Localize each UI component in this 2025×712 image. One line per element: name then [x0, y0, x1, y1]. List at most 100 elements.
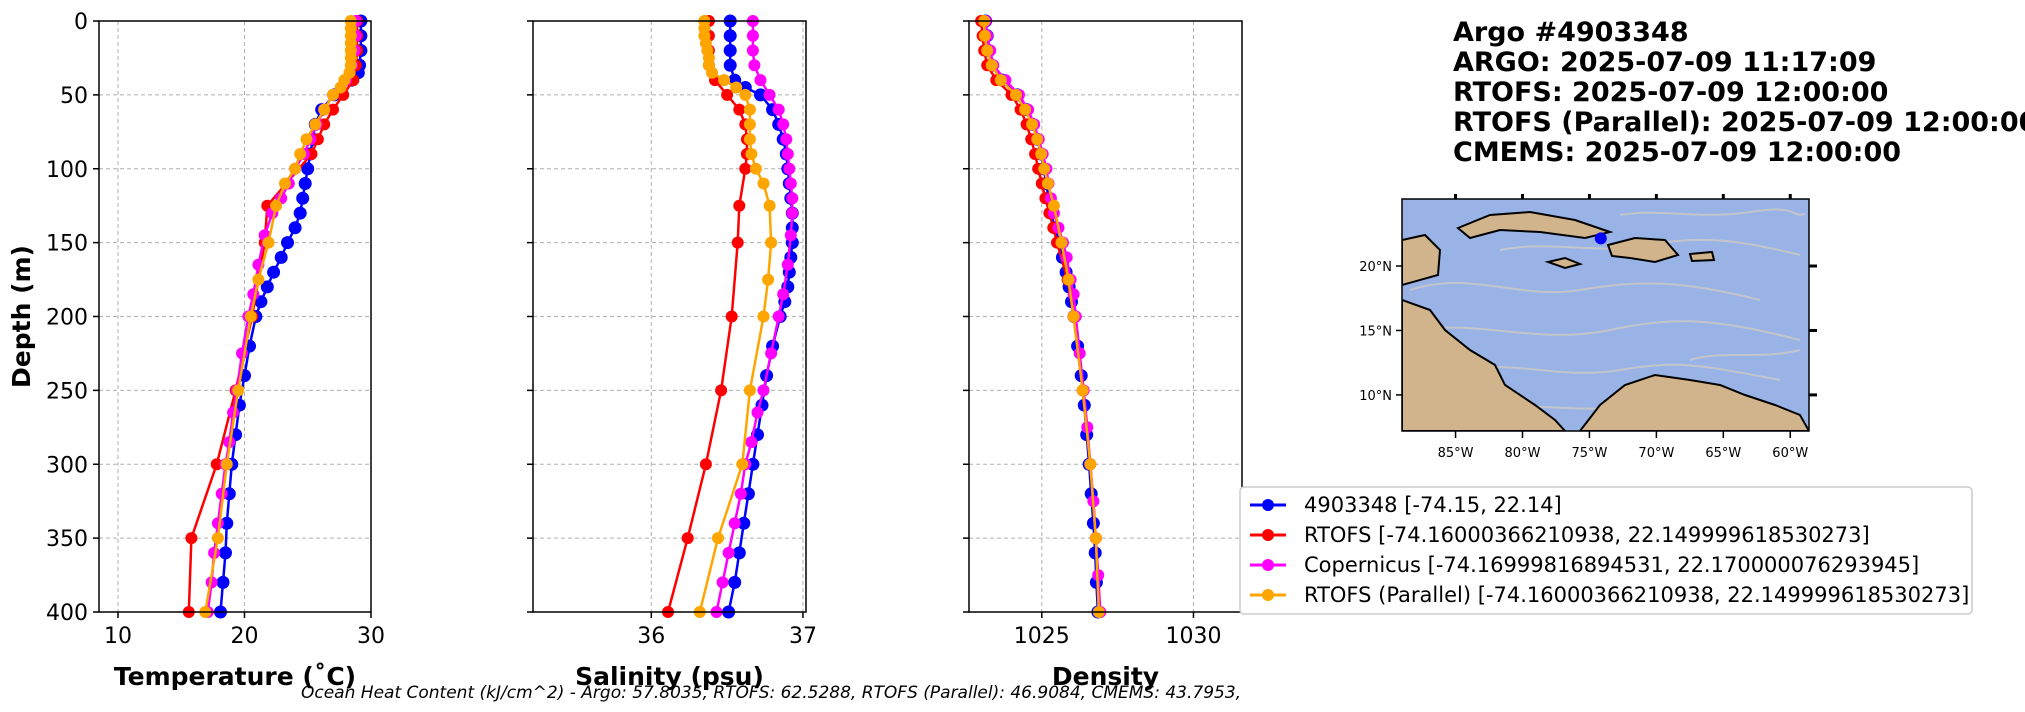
x-axis-label: Density — [1052, 662, 1159, 691]
map-lon-label: 70°W — [1638, 446, 1674, 461]
data-point-parallel — [985, 59, 998, 72]
legend-item-parallel: RTOFS (Parallel) [-74.16000366210938, 22… — [1250, 583, 1969, 607]
data-point-parallel — [1067, 310, 1080, 323]
data-point-parallel — [300, 133, 313, 146]
data-point-parallel — [270, 199, 283, 212]
data-point-parallel — [1035, 148, 1048, 160]
data-point-copernicus — [754, 74, 767, 87]
y-tick-label: 100 — [46, 158, 88, 183]
map-lat-label: 10°N — [1359, 389, 1392, 404]
data-point-parallel — [1031, 133, 1044, 146]
data-point-parallel — [757, 310, 770, 323]
data-point-argo — [754, 88, 767, 102]
data-point-parallel — [706, 66, 718, 79]
data-point-rtofs — [715, 384, 728, 397]
data-point-copernicus — [781, 258, 794, 271]
data-point-copernicus — [211, 517, 224, 530]
data-point-argo — [728, 575, 742, 589]
data-point-rtofs — [733, 103, 746, 116]
data-point-copernicus — [746, 29, 759, 42]
map-lat-label: 15°N — [1359, 324, 1392, 339]
data-point-parallel — [1084, 458, 1097, 471]
data-point-parallel — [994, 74, 1007, 87]
data-point-copernicus — [728, 517, 741, 530]
data-point-parallel — [1055, 236, 1068, 249]
data-point-parallel — [765, 236, 778, 249]
data-point-argo — [737, 516, 751, 530]
data-point-parallel — [252, 273, 265, 286]
data-point-copernicus — [716, 576, 729, 589]
y-tick-label: 350 — [46, 527, 88, 552]
data-point-parallel — [232, 384, 245, 397]
title-block: Argo #4903348 ARGO: 2025-07-09 11:17:09 … — [1453, 17, 2025, 168]
data-point-parallel — [309, 118, 322, 131]
data-point-parallel — [211, 532, 224, 545]
data-point-rtofs — [731, 236, 744, 249]
data-point-parallel — [1019, 103, 1032, 116]
data-point-argo — [723, 44, 737, 57]
data-point-copernicus — [745, 436, 758, 449]
data-point-argo — [260, 280, 274, 294]
map-lat-label: 20°N — [1359, 260, 1392, 275]
data-point-parallel — [279, 177, 291, 190]
float-location-marker — [1594, 232, 1607, 245]
data-point-copernicus — [746, 44, 759, 57]
data-point-parallel — [1010, 88, 1022, 101]
map-lon-label: 85°W — [1438, 446, 1474, 461]
y-tick-label: 150 — [46, 232, 88, 257]
data-point-parallel — [749, 162, 762, 175]
data-point-argo — [732, 546, 746, 560]
legend-item-argo: 4903348 [-74.15, 22.14] — [1250, 493, 1562, 517]
axes-frame — [98, 20, 372, 613]
data-point-parallel — [745, 148, 758, 160]
data-point-parallel — [978, 29, 991, 42]
data-point-copernicus — [783, 162, 796, 175]
x-tick-label: 20 — [230, 624, 258, 649]
puerto-rico — [1688, 250, 1716, 263]
series-line-copernicus — [715, 21, 794, 613]
data-point-rtofs — [725, 310, 738, 323]
data-point-rtofs — [185, 532, 198, 545]
data-point-parallel — [743, 103, 756, 116]
data-point-argo — [301, 162, 315, 176]
axes-frame — [968, 20, 1243, 613]
data-point-copernicus — [781, 148, 794, 160]
data-point-copernicus — [777, 288, 790, 301]
x-tick-label: 30 — [357, 624, 385, 649]
data-point-copernicus — [765, 347, 778, 360]
jamaica — [1544, 256, 1584, 270]
map-ticks: 85°W 80°W 75°W 70°W 65°W 60°W 20°N 15°N 10°N — [1359, 194, 1817, 461]
data-point-parallel — [327, 88, 339, 101]
data-point-parallel — [220, 458, 233, 471]
data-point-copernicus — [734, 487, 747, 500]
data-point-parallel — [981, 44, 994, 57]
data-point-parallel — [736, 458, 749, 471]
map-lon-label: 75°W — [1571, 446, 1607, 461]
legend-label-rtofs: RTOFS [-74.16000366210938, 22.1499996185… — [1304, 523, 1870, 547]
legend: 4903348 [-74.15, 22.14] RTOFS [-74.16000… — [1239, 486, 1973, 615]
data-point-copernicus — [757, 384, 770, 397]
x-tick-label: 10 — [104, 624, 132, 649]
legend-label-parallel: RTOFS (Parallel) [-74.16000366210938, 22… — [1304, 583, 1969, 607]
data-point-argo — [288, 221, 302, 235]
x-tick-label: 37 — [789, 624, 817, 649]
data-point-copernicus — [786, 207, 799, 220]
y-tick-label: 50 — [60, 84, 88, 109]
central-america — [1402, 298, 1567, 431]
data-point-parallel — [1062, 273, 1075, 286]
data-point-parallel — [743, 384, 756, 397]
x-axis-label: Salinity (psu) — [575, 662, 764, 691]
data-point-rtofs — [210, 458, 223, 471]
data-point-copernicus — [772, 310, 785, 323]
map-frame — [1401, 198, 1810, 432]
data-point-argo — [296, 191, 310, 205]
data-point-argo — [298, 177, 312, 190]
data-point-parallel — [262, 236, 275, 249]
y-axis-label: Depth (m) — [7, 245, 36, 388]
x-tick-label: 1025 — [1014, 624, 1070, 649]
y-tick-label: 0 — [74, 10, 88, 35]
title-line-1: Argo #4903348 — [1453, 17, 1689, 48]
